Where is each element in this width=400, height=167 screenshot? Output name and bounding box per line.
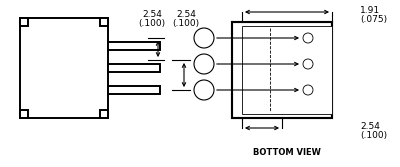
Text: 3: 3 [201, 34, 207, 42]
Text: 1: 1 [201, 86, 207, 95]
Text: (.075): (.075) [360, 15, 387, 24]
Bar [108, 64, 160, 72]
Text: 2.54: 2.54 [360, 122, 380, 131]
Circle shape [303, 59, 313, 69]
Bar [20, 110, 28, 118]
Text: (.100): (.100) [172, 19, 200, 28]
Text: 2: 2 [201, 59, 207, 68]
Bar [108, 42, 160, 50]
Circle shape [194, 80, 214, 100]
Circle shape [303, 33, 313, 43]
Circle shape [303, 85, 313, 95]
Bar [242, 26, 332, 114]
Bar [100, 110, 108, 118]
Circle shape [194, 54, 214, 74]
Bar [232, 22, 332, 118]
Text: 2.54: 2.54 [142, 10, 162, 19]
Text: BOTTOM VIEW: BOTTOM VIEW [253, 148, 321, 157]
Circle shape [194, 28, 214, 48]
Bar [100, 18, 108, 26]
Text: (.100): (.100) [138, 19, 166, 28]
Text: 2.54: 2.54 [176, 10, 196, 19]
Bar [20, 18, 28, 26]
Bar [108, 86, 160, 94]
Text: 1.91: 1.91 [360, 6, 380, 15]
Bar [20, 18, 108, 118]
Text: (.100): (.100) [360, 131, 387, 140]
